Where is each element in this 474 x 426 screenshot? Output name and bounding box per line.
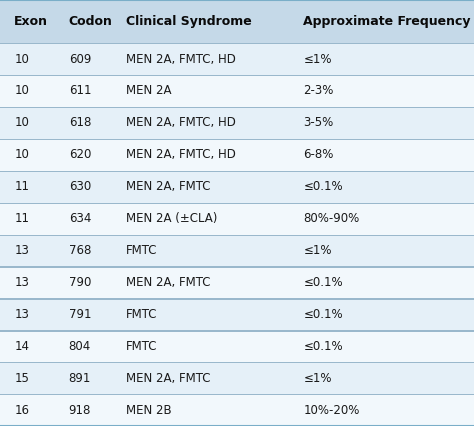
Text: MEN 2A, FMTC: MEN 2A, FMTC	[126, 276, 210, 289]
Text: MEN 2A, FMTC: MEN 2A, FMTC	[126, 180, 210, 193]
Text: MEN 2A, FMTC: MEN 2A, FMTC	[126, 371, 210, 385]
Text: Exon: Exon	[14, 15, 48, 28]
Text: 891: 891	[69, 371, 91, 385]
Bar	[0, 108, 474, 139]
Text: Clinical Syndrome: Clinical Syndrome	[126, 15, 251, 28]
Text: 10: 10	[14, 116, 29, 130]
Text: 10: 10	[14, 148, 29, 161]
Text: 10: 10	[14, 84, 29, 98]
Bar	[0, 140, 474, 171]
Text: 14: 14	[14, 340, 29, 353]
Text: 11: 11	[14, 212, 29, 225]
Text: 13: 13	[14, 244, 29, 257]
Text: ≤0.1%: ≤0.1%	[303, 308, 343, 321]
Text: ≤1%: ≤1%	[303, 244, 332, 257]
Text: 3-5%: 3-5%	[303, 116, 334, 130]
Text: ≤0.1%: ≤0.1%	[303, 276, 343, 289]
Text: 11: 11	[14, 180, 29, 193]
Bar	[0, 268, 474, 298]
Text: 620: 620	[69, 148, 91, 161]
Text: MEN 2A, FMTC, HD: MEN 2A, FMTC, HD	[126, 52, 236, 66]
Text: MEN 2B: MEN 2B	[126, 403, 171, 417]
Text: 6-8%: 6-8%	[303, 148, 334, 161]
Bar	[0, 395, 474, 426]
Bar	[0, 44, 474, 75]
Text: MEN 2A: MEN 2A	[126, 84, 171, 98]
Text: 2-3%: 2-3%	[303, 84, 334, 98]
Text: Codon: Codon	[69, 15, 113, 28]
Text: Approximate Frequency: Approximate Frequency	[303, 15, 471, 28]
Text: MEN 2A, FMTC, HD: MEN 2A, FMTC, HD	[126, 148, 236, 161]
Bar	[0, 204, 474, 235]
Text: 80%-90%: 80%-90%	[303, 212, 360, 225]
Text: 609: 609	[69, 52, 91, 66]
Bar	[0, 0, 474, 42]
Text: MEN 2A, FMTC, HD: MEN 2A, FMTC, HD	[126, 116, 236, 130]
Text: FMTC: FMTC	[126, 308, 157, 321]
Bar	[0, 363, 474, 394]
Text: ≤1%: ≤1%	[303, 52, 332, 66]
Text: 15: 15	[14, 371, 29, 385]
Text: ≤0.1%: ≤0.1%	[303, 340, 343, 353]
Text: ≤0.1%: ≤0.1%	[303, 180, 343, 193]
Text: MEN 2A (±CLA): MEN 2A (±CLA)	[126, 212, 217, 225]
Bar	[0, 76, 474, 107]
Bar	[0, 236, 474, 266]
Bar	[0, 299, 474, 330]
Text: 790: 790	[69, 276, 91, 289]
Bar	[0, 0, 474, 43]
Text: 630: 630	[69, 180, 91, 193]
Text: FMTC: FMTC	[126, 340, 157, 353]
Text: 804: 804	[69, 340, 91, 353]
Text: 634: 634	[69, 212, 91, 225]
Text: 611: 611	[69, 84, 91, 98]
Text: FMTC: FMTC	[126, 244, 157, 257]
Text: 10%-20%: 10%-20%	[303, 403, 360, 417]
Text: 618: 618	[69, 116, 91, 130]
Text: 768: 768	[69, 244, 91, 257]
Text: ≤1%: ≤1%	[303, 371, 332, 385]
Text: 16: 16	[14, 403, 29, 417]
Text: 10: 10	[14, 52, 29, 66]
Text: 13: 13	[14, 276, 29, 289]
Text: 791: 791	[69, 308, 91, 321]
Bar	[0, 172, 474, 203]
Bar	[0, 331, 474, 362]
Text: 918: 918	[69, 403, 91, 417]
Text: 13: 13	[14, 308, 29, 321]
